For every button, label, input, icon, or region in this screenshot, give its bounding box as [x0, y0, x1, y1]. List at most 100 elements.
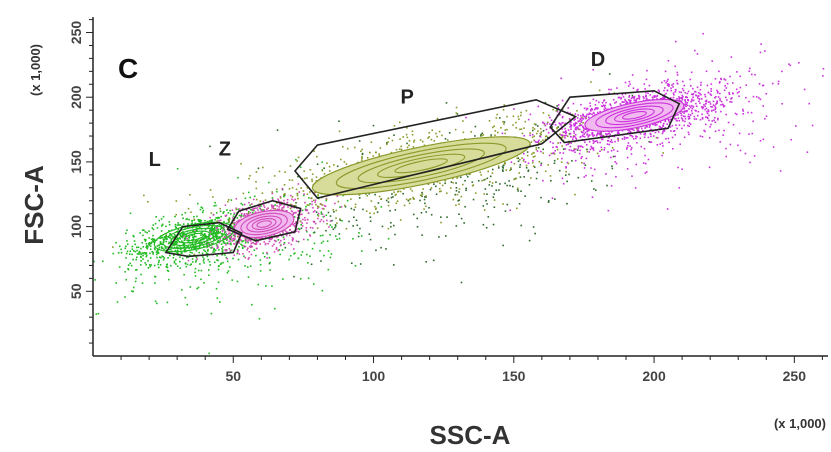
event-dot	[532, 226, 535, 228]
event-dot	[336, 195, 339, 198]
event-dot	[471, 181, 474, 184]
event-dot	[423, 144, 426, 147]
event-dot	[140, 256, 142, 259]
event-dot	[600, 138, 603, 141]
event-dot	[118, 266, 121, 268]
event-dot	[166, 269, 169, 272]
event-dot	[219, 231, 222, 233]
event-dot	[358, 194, 361, 196]
event-dot	[235, 197, 238, 200]
event-dot	[231, 217, 234, 219]
event-dot	[567, 129, 570, 131]
event-dot	[705, 99, 708, 102]
event-dot	[339, 218, 341, 220]
event-dot	[242, 240, 244, 242]
event-dot	[241, 203, 244, 206]
event-dot	[296, 192, 299, 195]
event-dot	[179, 238, 182, 240]
event-dot	[395, 202, 398, 205]
event-dot	[177, 228, 180, 231]
event-dot	[748, 100, 750, 103]
event-dot	[227, 218, 230, 221]
event-dot	[217, 259, 219, 262]
event-dot	[564, 130, 567, 132]
event-dot	[617, 131, 619, 133]
event-dot	[212, 249, 215, 251]
event-dot	[695, 102, 697, 105]
event-dot	[822, 67, 825, 70]
gate-z	[226, 199, 302, 242]
event-dot	[532, 126, 534, 129]
event-dot	[560, 161, 563, 163]
event-dot	[625, 137, 627, 139]
event-dot	[259, 263, 262, 266]
event-dot	[406, 136, 409, 139]
event-dot	[306, 204, 309, 206]
event-dot	[175, 200, 178, 202]
event-dot	[583, 135, 586, 138]
event-dot	[465, 189, 467, 192]
event-dot	[544, 138, 547, 141]
event-dot	[584, 115, 586, 118]
event-dot	[714, 105, 716, 107]
event-dot	[246, 209, 248, 212]
event-dot	[663, 94, 666, 96]
event-dot	[393, 191, 395, 194]
event-dot	[678, 97, 680, 99]
event-dot	[289, 234, 291, 237]
event-dot	[223, 242, 226, 244]
event-dot	[683, 107, 686, 109]
density-contour	[614, 108, 655, 123]
event-dot	[561, 116, 564, 119]
event-dot	[338, 237, 341, 240]
event-dot	[212, 196, 214, 198]
event-dot	[269, 261, 271, 264]
event-dot	[167, 242, 170, 245]
event-dot	[485, 226, 488, 229]
event-dot	[530, 177, 532, 179]
event-dot	[675, 119, 678, 122]
event-dot	[247, 247, 249, 250]
event-dot	[635, 98, 638, 101]
event-dot	[218, 241, 221, 244]
event-dot	[591, 196, 594, 199]
event-dot	[709, 101, 711, 103]
event-dot	[588, 129, 590, 132]
event-dot	[325, 214, 328, 217]
event-dot	[592, 142, 595, 145]
event-dot	[406, 127, 408, 129]
event-dot	[158, 256, 161, 259]
event-dot	[257, 205, 260, 208]
event-dot	[504, 129, 507, 131]
event-dot	[612, 155, 615, 158]
event-dot	[698, 98, 701, 101]
event-dot	[317, 217, 319, 220]
event-dot	[506, 203, 509, 206]
event-dot	[128, 253, 131, 255]
event-dot	[229, 209, 231, 212]
event-dot	[177, 224, 180, 226]
event-dot	[772, 146, 775, 148]
event-dot	[380, 246, 382, 249]
event-dot	[559, 152, 561, 154]
event-dot	[701, 135, 704, 138]
event-dot	[582, 118, 584, 120]
event-dot	[456, 177, 458, 179]
event-dot	[326, 240, 329, 242]
event-dot	[667, 137, 670, 140]
event-dot	[621, 101, 624, 103]
event-dot	[602, 104, 605, 107]
event-dot	[523, 158, 525, 161]
event-dot	[710, 90, 712, 93]
event-dot	[224, 215, 227, 217]
event-dot	[688, 125, 690, 128]
event-dot	[586, 134, 588, 136]
event-dot	[579, 123, 581, 125]
event-dot	[552, 146, 554, 149]
event-dot	[681, 127, 683, 130]
event-dot	[297, 175, 299, 178]
event-dot	[184, 226, 186, 229]
event-dot	[135, 269, 138, 271]
event-dot	[589, 105, 592, 107]
event-dot	[288, 242, 290, 244]
